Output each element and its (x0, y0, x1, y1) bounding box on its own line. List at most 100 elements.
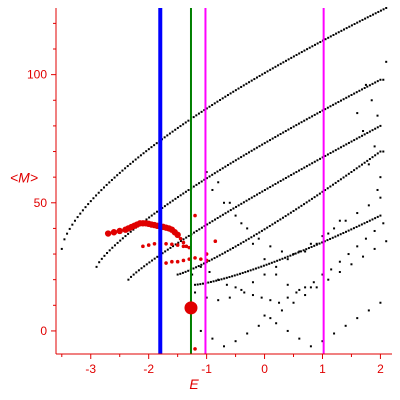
black-point (277, 64, 280, 67)
black-point (344, 324, 347, 327)
black-point (89, 200, 92, 203)
black-point (121, 169, 124, 172)
black-scatter-points (191, 60, 388, 348)
black-point (356, 21, 359, 24)
black-point (177, 241, 180, 244)
black-point (343, 28, 346, 31)
black-point (116, 241, 119, 244)
black-point (270, 261, 273, 264)
black-point (337, 180, 340, 183)
black-point (216, 170, 219, 173)
black-point (237, 87, 240, 90)
black-point (276, 134, 279, 137)
black-point (166, 134, 169, 137)
black-point (303, 49, 306, 52)
black-point (337, 101, 340, 104)
black-point (300, 121, 303, 124)
black-point (221, 97, 224, 100)
black-point (234, 89, 237, 92)
black-point (200, 110, 203, 113)
black-point (333, 332, 336, 335)
black-point (358, 89, 361, 92)
black-point (219, 215, 222, 218)
black-point (275, 265, 278, 268)
black-point (311, 45, 314, 48)
black-point (194, 283, 197, 286)
black-point (177, 196, 180, 199)
black-point (197, 112, 200, 115)
black-point (292, 172, 295, 175)
black-point (305, 201, 308, 204)
black-point (217, 299, 220, 302)
black-point (366, 85, 369, 88)
black-point (229, 209, 232, 212)
black-point (263, 314, 266, 317)
black-point (316, 112, 319, 115)
black-point (248, 198, 251, 201)
black-point (226, 164, 229, 167)
black-point (373, 247, 376, 250)
black-point (71, 223, 74, 226)
red-point (116, 227, 123, 235)
black-point (306, 48, 309, 51)
black-point (153, 257, 156, 260)
black-point (105, 183, 108, 186)
black-point (369, 14, 372, 17)
black-point (253, 234, 256, 237)
black-point (330, 268, 333, 271)
black-point (282, 61, 285, 64)
black-point (253, 78, 256, 81)
black-point (237, 204, 240, 207)
black-point (66, 232, 69, 235)
black-point (298, 337, 301, 340)
black-point (289, 254, 292, 257)
black-point (307, 247, 310, 250)
black-point (246, 332, 249, 335)
black-point (239, 272, 242, 275)
black-point (280, 309, 283, 312)
black-point (379, 196, 382, 199)
black-point (155, 142, 158, 145)
black-point (274, 182, 277, 185)
black-point (198, 182, 201, 185)
black-point (355, 225, 358, 228)
black-point (286, 296, 289, 299)
black-point (235, 205, 238, 208)
black-point (310, 197, 313, 200)
black-point (84, 206, 87, 209)
black-point (374, 12, 377, 15)
black-point (374, 217, 377, 220)
black-point (103, 254, 106, 257)
black-point (376, 126, 379, 129)
black-point (242, 154, 245, 157)
black-point (224, 95, 227, 98)
black-point (195, 266, 198, 269)
black-point (352, 227, 355, 230)
black-point (228, 276, 231, 279)
black-point (187, 189, 190, 192)
black-point (150, 214, 153, 217)
black-point (225, 283, 228, 286)
black-point (305, 248, 308, 251)
black-point (276, 220, 279, 223)
black-point (251, 281, 254, 284)
x-tick-label: -3 (85, 362, 96, 376)
black-point (376, 215, 379, 218)
black-point (176, 273, 179, 276)
black-point (205, 296, 208, 299)
black-point (240, 85, 243, 88)
black-point (277, 181, 280, 184)
black-point (269, 317, 272, 320)
black-point (237, 243, 240, 246)
y-tick-label: 100 (27, 68, 47, 82)
black-point (289, 211, 292, 214)
black-point (187, 269, 190, 272)
black-point (286, 283, 289, 286)
black-point (234, 340, 237, 343)
black-point (234, 286, 237, 289)
black-point (217, 278, 220, 281)
red-scatter-points (104, 213, 218, 351)
x-tick-label: -1 (201, 362, 212, 376)
black-point (279, 133, 282, 136)
black-point (233, 274, 236, 277)
